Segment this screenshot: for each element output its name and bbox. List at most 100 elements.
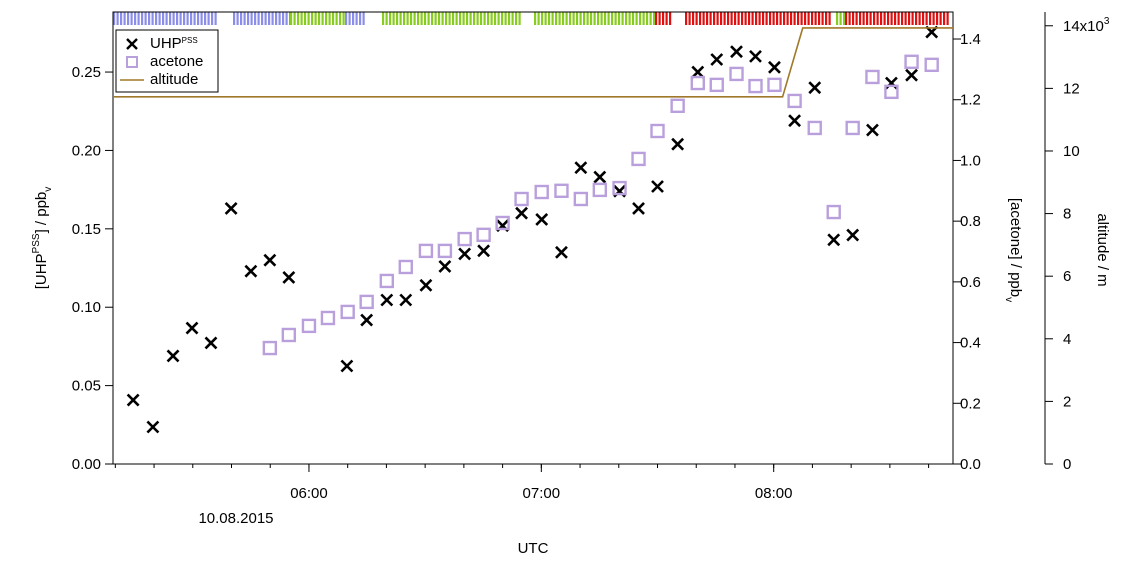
y2-tick-label: 0.0	[960, 456, 981, 473]
marker-x	[535, 213, 549, 226]
strip-tick	[848, 12, 851, 25]
strip-tick	[214, 12, 217, 25]
strip-tick	[709, 12, 712, 25]
marker-square	[476, 227, 491, 243]
strip-tick	[692, 12, 695, 25]
strip-tick	[565, 12, 568, 25]
strip-tick	[403, 12, 406, 25]
y2-tick-label: 1.0	[960, 152, 981, 169]
strip-tick	[441, 12, 444, 25]
marker-square	[826, 204, 841, 220]
legend-marker	[126, 56, 138, 68]
marker-square	[437, 243, 453, 259]
strip-tick	[918, 12, 921, 25]
strip-tick	[508, 12, 511, 25]
strip-tick	[744, 12, 747, 25]
marker-square	[612, 180, 627, 196]
marker-x	[244, 264, 258, 278]
strip-tick	[583, 12, 586, 25]
strip-tick	[501, 12, 504, 25]
legend-label: altitude	[150, 71, 198, 88]
y3-tick-label: 2	[1063, 393, 1071, 410]
strip-tick	[611, 12, 614, 25]
strip-tick	[236, 12, 239, 25]
strip-tick	[165, 12, 168, 25]
strip-tick	[314, 12, 317, 25]
plot-frame	[112, 11, 954, 465]
strip-tick	[113, 12, 116, 25]
x-tick-label: 06:00	[290, 485, 328, 502]
strip-tick	[915, 12, 918, 25]
marker-square	[845, 120, 860, 136]
strip-tick	[904, 12, 907, 25]
strip-tick	[776, 12, 779, 25]
strip-tick	[558, 12, 561, 25]
strip-tick	[655, 12, 658, 25]
strip-tick	[685, 12, 688, 25]
strip-tick	[662, 12, 665, 25]
strip-tick	[741, 12, 744, 25]
strip-tick	[476, 12, 479, 25]
marker-x	[710, 53, 724, 66]
strip-tick	[862, 12, 865, 25]
y3-tick-label: 8	[1063, 206, 1071, 223]
y2-axis-label: [acetone] / ppbv	[1003, 198, 1024, 302]
strip-tick	[897, 12, 900, 25]
strip-tick	[695, 12, 698, 25]
strip-tick	[880, 12, 883, 25]
strip-tick	[466, 12, 469, 25]
strip-tick	[420, 12, 423, 25]
y2-tick-label: 1.4	[960, 31, 981, 48]
strip-tick	[734, 12, 737, 25]
marker-x	[730, 45, 743, 59]
strip-tick	[632, 12, 635, 25]
strip-tick	[144, 12, 147, 25]
strip-tick	[399, 12, 402, 25]
marker-x	[419, 278, 433, 292]
marker-square	[534, 184, 549, 200]
strip-tick	[455, 12, 458, 25]
strip-tick	[413, 12, 416, 25]
strip-tick	[392, 12, 395, 25]
strip-tick	[751, 12, 754, 25]
strip-tick	[250, 12, 253, 25]
strip-tick	[494, 12, 497, 25]
marker-square	[690, 75, 705, 91]
strip-tick	[179, 12, 182, 25]
strip-tick	[932, 12, 935, 25]
strip-tick	[410, 12, 413, 25]
marker-x	[574, 161, 588, 175]
strip-tick	[469, 12, 472, 25]
strip-tick	[807, 12, 810, 25]
strip-tick	[786, 12, 789, 25]
strip-tick	[922, 12, 925, 25]
strip-tick	[511, 12, 514, 25]
strip-tick	[818, 12, 821, 25]
strip-tick	[207, 12, 210, 25]
strip-tick	[204, 12, 207, 25]
marker-square	[514, 191, 529, 207]
strip-tick	[804, 12, 807, 25]
marker-x	[380, 293, 394, 307]
marker-x	[458, 247, 472, 261]
marker-square	[418, 243, 434, 259]
marker-square	[748, 78, 763, 94]
strip-tick	[929, 12, 932, 25]
x-axis-label: UTC	[518, 540, 549, 557]
strip-tick	[297, 12, 300, 25]
marker-x	[768, 60, 781, 74]
strip-tick	[355, 12, 358, 25]
marker-square	[709, 77, 724, 93]
y3-tick-label: 12	[1063, 80, 1080, 97]
strip-tick	[936, 12, 939, 25]
marker-x	[671, 137, 685, 151]
strip-tick	[828, 12, 831, 25]
strip-tick	[908, 12, 911, 25]
marker-x	[126, 393, 140, 407]
marker-x	[846, 228, 860, 242]
strip-tick	[318, 12, 321, 25]
marker-square	[262, 340, 278, 356]
strip-tick	[537, 12, 540, 25]
strip-tick	[621, 12, 624, 25]
marker-x	[632, 202, 645, 215]
